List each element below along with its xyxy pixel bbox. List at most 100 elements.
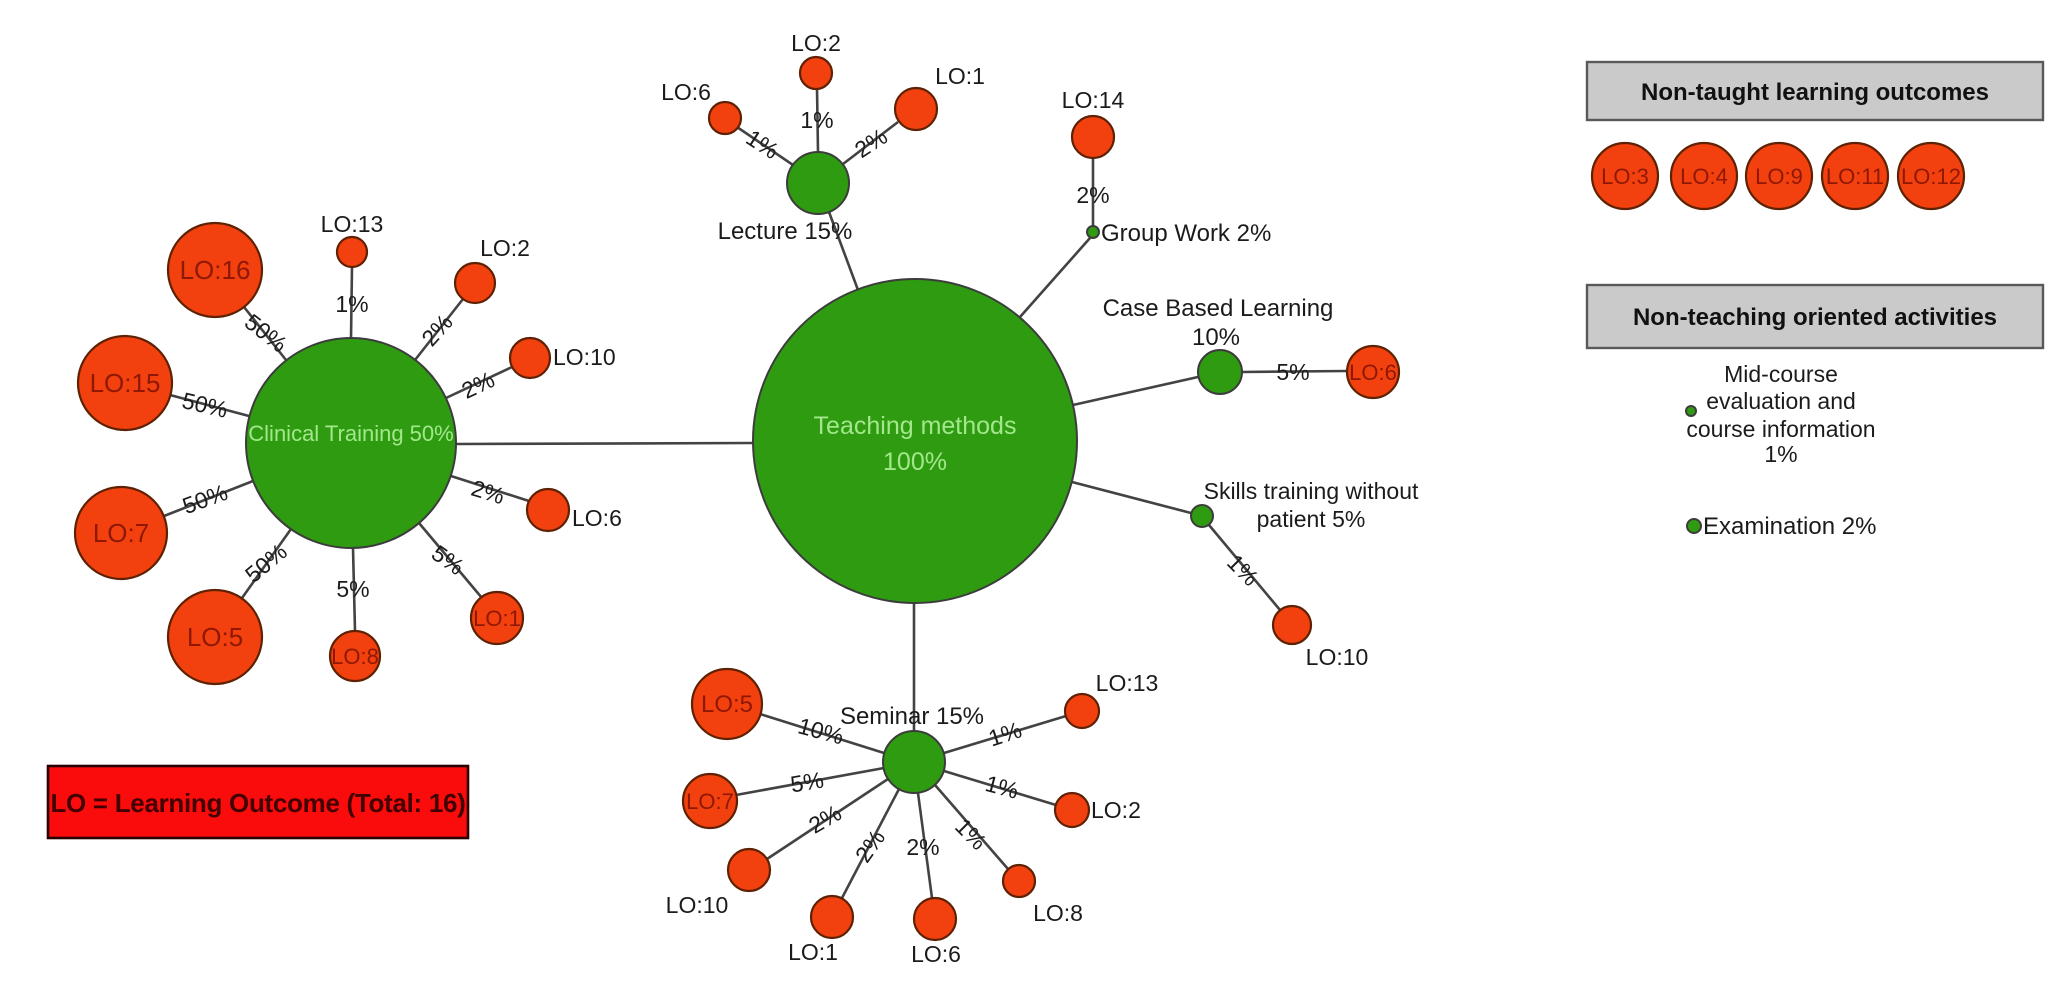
non-teaching-title-box [1585,283,2045,350]
seminar-lo10-pct: 2% [804,799,846,838]
clinical-lo5-circle [166,588,264,686]
clinical-lo2-circle [453,261,497,305]
legend-box [46,764,470,840]
edge-lecture-lo2 [815,87,820,153]
teaching-methods-label-line2: 100% [883,448,947,476]
clinical-training-label: Clinical Training 50% [248,421,453,446]
seminar-lo7-label: LO:7 [686,789,734,814]
edge-seminar-lo10 [766,777,889,861]
edge-clinical-lo5 [240,528,293,599]
seminar-lo6-circle [912,896,958,942]
edge-clinical-lo16 [242,306,288,361]
seminar-lo13-circle [1063,692,1101,730]
clinical-lo16-label: LO:16 [180,255,251,285]
non-taught-title: Non-taught learning outcomes [1641,79,1989,106]
clinical-lo1-label: LO:1 [473,606,521,631]
clinical-lo13-label: LO:13 [321,211,384,237]
edge-seminar-lo2 [943,769,1057,807]
nontaught-lo11-circle [1820,141,1890,211]
clinical-lo16-circle [166,221,264,319]
groupwork-lo14-circle [1070,114,1116,160]
lecture-label: Lecture 15% [718,218,853,245]
edge-teaching-casebased [1072,375,1199,407]
seminar-lo7-circle [681,772,739,830]
seminar-lo2-label: LO:2 [1091,797,1141,823]
seminar-lo6-pct: 2% [906,834,939,860]
lecture-lo1-circle [893,86,939,132]
nontaught-lo4-label: LO:4 [1680,164,1728,189]
clinical-lo8-label: LO:8 [331,644,379,669]
hub-edges [455,211,1199,731]
seminar-lo5-pct: 10% [795,712,846,749]
clinical-lo1-circle [469,590,525,646]
edge-seminar-lo13 [943,714,1067,755]
casebased-lo6-label: LO:6 [1349,360,1397,385]
lecture-lo2-pct: 1% [800,107,833,133]
midcourse-label-line3: course information [1686,416,1875,442]
clinical-lo5-pct: 50% [240,538,292,588]
edge-teaching-lecture [827,211,860,291]
edge-clinical-lo7 [163,479,254,518]
groupwork-lo14-label: LO:14 [1062,87,1125,113]
skills-label-line1: Skills training without [1204,478,1419,504]
lecture-outcomes [707,55,939,136]
casebased-lo6-pct: 5% [1276,359,1309,385]
skills-lo10-circle [1271,604,1313,646]
groupwork-lo14-pct: 2% [1076,182,1109,208]
edge-seminar-lo7 [735,766,885,797]
lecture-edges [736,87,899,167]
nontaught-lo12-circle [1896,141,1966,211]
seminar-lo10-label: LO:10 [666,892,729,918]
nontaught-lo4-circle [1669,141,1739,211]
clinical-lo15-circle [76,334,174,432]
clinical-lo8-circle [328,629,382,683]
seminar-lo5-circle [690,667,764,741]
nontaught-lo3-circle [1590,141,1660,211]
case-based-learning-node [1197,349,1243,395]
edge-casebased-lo6 [1240,369,1348,374]
seminar-edges [735,712,1067,899]
edge-clinical-lo15 [169,393,250,418]
case-based-label-line1: Case Based Learning [1103,295,1334,322]
edge-teaching-skills [1071,480,1192,515]
non-teaching-title: Non-teaching oriented activities [1633,304,1997,331]
edge-seminar-lo1 [840,788,901,899]
clinical-lo8-pct: 5% [336,576,369,602]
clinical-lo5-label: LO:5 [187,622,243,652]
seminar-lo8-circle [1001,863,1037,899]
seminar-lo2-pct: 1% [983,770,1022,804]
legend: LO = Learning Outcome (Total: 16) [46,764,470,840]
clinical-lo6-pct: 2% [468,475,507,510]
clinical-lo15-label: LO:15 [90,368,161,398]
nontaught-lo11-label: LO:11 [1826,164,1884,189]
seminar-lo10-circle [726,847,772,893]
group-work-label: Group Work 2% [1101,220,1271,247]
midcourse-label-line2: evaluation and [1706,388,1856,414]
seminar-lo13-pct: 1% [985,716,1025,751]
edge-clinical-lo1 [418,522,483,599]
edge-skills-lo10 [1208,524,1281,611]
clinical-lo16-pct: 50% [240,309,292,358]
seminar-lo8-pct: 1% [950,813,992,855]
teaching-methods-label-line1: Teaching methods [814,412,1017,440]
casebased-edges [1240,369,1348,374]
case-based-label-line2: 10% [1192,324,1240,351]
nontaught-lo9-label: LO:9 [1755,164,1803,189]
seminar-lo2-circle [1053,791,1091,829]
nontaught-lo9-circle [1744,141,1814,211]
skills-lo10-label: LO:10 [1306,644,1369,670]
midcourse-label-line1: Mid-course [1724,361,1838,387]
clinical-lo15-pct: 50% [180,387,231,423]
clinical-lo7-label: LO:7 [93,518,149,548]
teaching-methods-node [752,278,1078,604]
nontaught-lo12-label: LO:12 [1901,164,1961,189]
edge-clinical-lo10 [445,365,513,400]
nontaught-lo3-label: LO:3 [1601,164,1649,189]
clinical-lo6-label: LO:6 [572,505,622,531]
seminar-lo13-label: LO:13 [1096,670,1159,696]
lecture-node [786,151,850,215]
skills-label-line2: patient 5% [1257,506,1366,532]
seminar-lo8-label: LO:8 [1033,900,1083,926]
